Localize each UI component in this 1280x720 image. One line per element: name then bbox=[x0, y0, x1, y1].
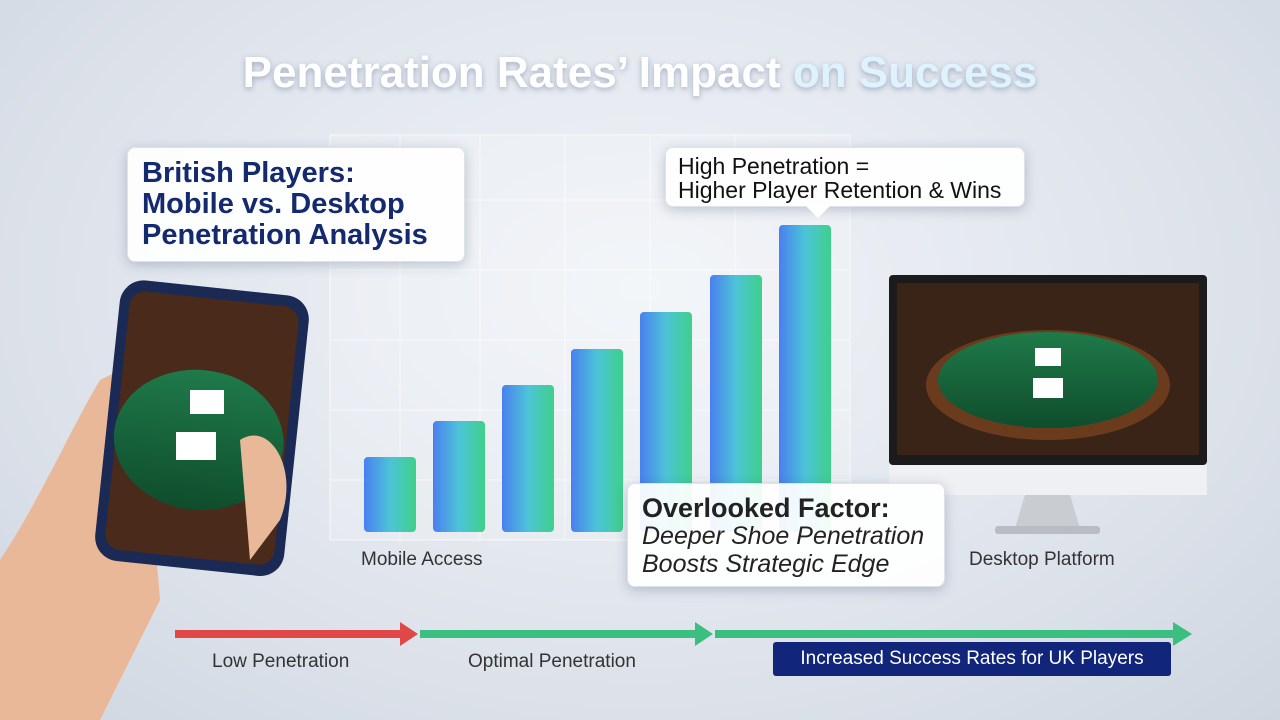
bars bbox=[364, 225, 831, 532]
phone bbox=[0, 280, 309, 720]
low-label: Low Penetration bbox=[212, 651, 350, 672]
callout-line: Deeper Shoe Penetration bbox=[642, 522, 925, 550]
success-label: Increased Success Rates for UK Players bbox=[773, 642, 1171, 676]
callout-line: Mobile vs. Desktop bbox=[142, 188, 405, 220]
retention-callout: High Penetration = Higher Player Retenti… bbox=[665, 147, 1025, 218]
callout-line: British Players: bbox=[142, 157, 355, 189]
callout-line: High Penetration = bbox=[678, 153, 870, 179]
analysis-callout: British Players: Mobile vs. Desktop Pene… bbox=[127, 147, 465, 262]
callout-line: Penetration Analysis bbox=[142, 219, 428, 251]
callout-line: Higher Player Retention & Wins bbox=[678, 177, 1002, 203]
title: Penetration Rates’ Impact on Success bbox=[0, 48, 1280, 98]
desktop-label: Desktop Platform bbox=[969, 549, 1115, 570]
title-main: Penetration Rates’ Impact bbox=[242, 48, 781, 97]
title-highlight: on Success bbox=[792, 48, 1038, 97]
scale-arrows bbox=[175, 622, 1192, 646]
callout-heading: Overlooked Factor: bbox=[642, 493, 890, 523]
callout-line: Boosts Strategic Edge bbox=[642, 550, 890, 578]
monitor bbox=[889, 275, 1207, 534]
mobile-label: Mobile Access bbox=[361, 549, 483, 570]
optimal-label: Optimal Penetration bbox=[468, 651, 636, 672]
overlooked-callout: Overlooked Factor: Deeper Shoe Penetrati… bbox=[627, 483, 945, 587]
